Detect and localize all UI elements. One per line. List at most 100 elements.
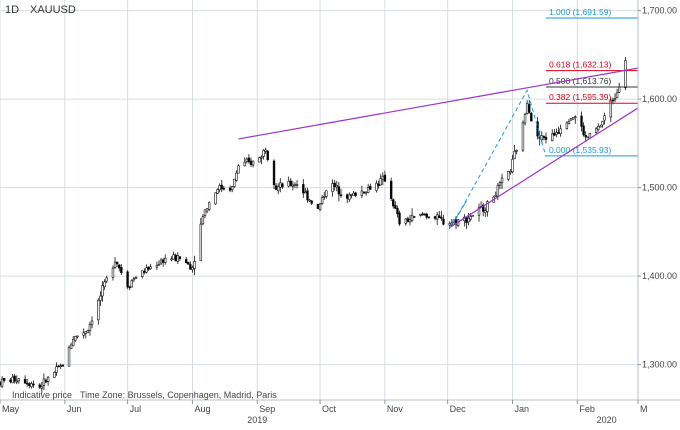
candle-body [118,264,121,269]
candle-body [291,184,295,187]
candle-body [44,379,48,383]
candle-body [398,212,401,225]
candle-body [559,128,562,135]
candle-body [76,335,79,338]
x-tick-label: Jun [67,404,82,414]
candle-body [201,216,205,225]
candle-body [419,213,422,216]
candle-body [601,121,604,126]
candle-body [440,216,443,219]
candle-body [128,286,131,289]
candle-body [553,132,556,136]
candle-body [237,165,240,174]
candle-body [203,209,207,216]
candle-body [599,125,602,128]
candle-body [264,149,267,152]
y-tick-label: 1,300.00 [642,360,677,370]
trendline [238,67,639,140]
candle-body [57,365,60,368]
x-tick-label: Oct [322,404,337,414]
symbol-label[interactable]: XAUUSD [30,4,76,16]
candle-body [580,115,583,127]
candle-body [306,190,309,201]
candle-body [624,60,627,89]
candle-body [207,202,211,210]
candle-body [130,280,133,288]
candle-body [350,194,353,196]
candle-body [348,194,351,200]
x-tick-label: May [2,404,20,414]
candle-body [17,378,21,382]
candle-body [258,157,261,163]
candle-body [247,157,251,163]
candle-body [40,386,44,389]
candle-body [159,259,163,264]
candle-body [392,199,395,207]
candle-body [120,267,123,273]
candle-body [346,194,349,199]
candle-body [310,200,313,204]
candle-body [381,175,384,180]
interval-label[interactable]: 1D [5,4,19,16]
price-type-note: Indicative price [12,390,72,400]
candle-body [515,149,518,152]
candle-body [0,381,2,386]
candle-body [59,365,62,367]
candle-body [249,160,253,165]
candle-body [331,183,334,192]
candle-body [615,92,619,99]
candle-body [511,159,514,173]
candle-body [90,320,94,326]
candle-body [157,263,161,266]
candle-body [525,103,529,114]
candle-body [394,205,397,209]
candle-body [435,214,439,220]
candle-body [586,136,589,139]
candle-body [25,382,29,385]
y-tick-label: 1,400.00 [642,271,677,281]
candle-body [115,261,119,265]
candle-body [2,378,6,381]
candle-body [82,332,85,336]
candle-body [28,383,31,386]
candle-body [551,133,554,141]
candle-body [243,161,246,167]
candle-body [293,183,297,187]
candle-body [316,204,320,209]
candle-body [230,186,234,190]
candle-body [99,295,102,301]
candle-body [143,270,146,273]
candle-body [302,184,305,194]
candle-body [617,86,621,93]
candle-body [191,267,194,271]
candle-body [425,213,428,218]
candle-body [277,186,280,192]
candle-body [498,182,502,186]
candle-body [220,184,223,190]
candle-body [272,160,276,186]
axis-layer: 1,300.00 1,400.00 1,500.00 1,600.00 1,700.00… [0,6,677,425]
candle-body [9,379,12,382]
candle-body [377,183,380,187]
candle-body [408,219,412,223]
candle-body [609,100,613,118]
x-tick-label: Feb [579,404,595,414]
candle-body [308,199,311,202]
candle-body [333,182,336,188]
candle-body [193,261,196,269]
candle-body [287,181,290,187]
candle-body [61,364,64,367]
candle-body [555,132,558,135]
grid-layer [0,0,639,400]
overlay-layer: 1.000 (1,691.59) 0.618 (1,632.13) 0.500 (1… [238,7,639,228]
candle-body [155,265,159,268]
candle-body [262,150,265,157]
candle-body [23,378,27,384]
y-tick-label: 1,600.00 [642,94,677,104]
candle-body [523,114,527,124]
x-tick-label: Nov [387,404,404,414]
candle-body [448,223,451,226]
candle-body [427,216,431,219]
candle-body [97,299,100,321]
